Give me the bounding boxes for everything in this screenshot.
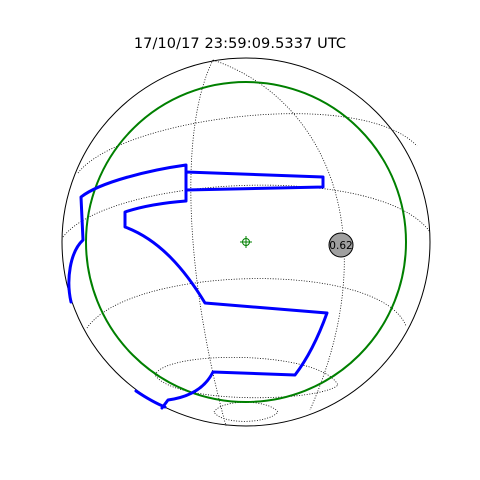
- longitude-line-east: [212, 59, 345, 411]
- longitude-line-west: [190, 59, 227, 427]
- crosshair-circle-icon: [240, 236, 252, 248]
- plot-title: 17/10/17 23:59:09.5337 UTC: [133, 36, 347, 52]
- region-outline-main: [67, 163, 329, 410]
- sphere-outline: [61, 57, 431, 427]
- source-dot: [328, 232, 354, 258]
- latitude-line-equator: [86, 278, 407, 329]
- latitude-line-mid-north: [62, 184, 431, 238]
- field-of-view-circle: [85, 81, 407, 403]
- source-value-label: 0.62: [329, 240, 352, 252]
- region-outline-upper: [184, 170, 325, 192]
- source-marker: 0.62: [328, 232, 354, 258]
- latitude-line-north: [77, 113, 418, 174]
- latitude-ellipse-south: [154, 356, 339, 399]
